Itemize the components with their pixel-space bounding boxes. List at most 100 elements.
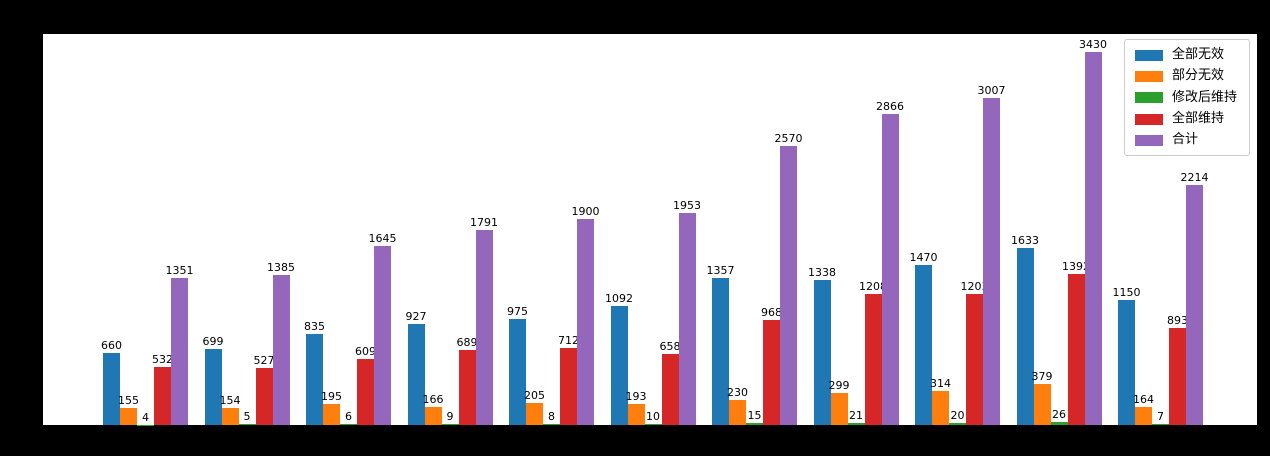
bar-全部无效: 1470 xyxy=(910,252,938,425)
bar-value-label: 21 xyxy=(849,408,863,422)
bar-全部无效: 1357 xyxy=(707,265,735,425)
bar-value-label: 379 xyxy=(1031,369,1053,383)
bar-部分无效: 205 xyxy=(524,390,545,425)
bar-group: 699 154 5 527 1385 xyxy=(203,34,295,425)
bar-value-label: 7 xyxy=(1157,410,1164,424)
bar-value-label: 15 xyxy=(747,409,762,423)
bar-全部维持: 1208 xyxy=(859,281,887,425)
bar-value-label: 1900 xyxy=(571,204,600,218)
bar-group: 1633 379 26 1392 3430 xyxy=(1011,34,1107,425)
bar-value-label: 968 xyxy=(761,305,782,319)
bar-部分无效: 299 xyxy=(829,380,850,425)
bar-group: 1150 164 7 893 2214 xyxy=(1113,34,1209,425)
bar-全部无效: 927 xyxy=(406,311,427,425)
bar-value-label: 689 xyxy=(456,336,478,350)
bar-value-label: 893 xyxy=(1167,314,1188,328)
bar-value-label: 527 xyxy=(253,353,275,367)
bar-全部无效: 975 xyxy=(507,306,528,425)
bar-value-label: 10 xyxy=(646,409,660,423)
legend-swatch-icon xyxy=(1134,49,1163,61)
bar-value-label: 1791 xyxy=(470,216,498,230)
bar-合计: 2214 xyxy=(1181,172,1209,425)
bar-value-label: 20 xyxy=(950,408,965,422)
legend-swatch-icon xyxy=(1134,70,1163,82)
legend-label: 合计 xyxy=(1171,132,1198,148)
legend-item: 全部无效 xyxy=(1134,47,1237,62)
bar-部分无效: 193 xyxy=(626,391,647,425)
legend-label: 全部无效 xyxy=(1171,47,1224,62)
bar-value-label: 195 xyxy=(321,389,342,403)
bar-value-label: 1351 xyxy=(165,264,194,278)
bar-修改后维持: 20 xyxy=(949,410,966,425)
bar-修改后维持: 10 xyxy=(644,411,662,425)
bar-group: 927 166 9 689 1791 xyxy=(406,34,498,425)
bar-group: 975 205 8 712 1900 xyxy=(507,34,600,425)
legend: 全部无效 部分无效 修改后维持 全部维持 合计 xyxy=(1123,39,1250,157)
bar-group: 1092 193 10 658 1953 xyxy=(605,34,701,425)
bar-value-label: 712 xyxy=(558,333,579,347)
bar-value-label: 835 xyxy=(304,320,325,334)
legend-item: 修改后维持 xyxy=(1134,89,1237,105)
bar-value-label: 699 xyxy=(202,335,224,349)
legend-item: 合计 xyxy=(1134,132,1237,148)
bar-合计: 3007 xyxy=(978,85,1006,425)
bar-value-label: 1357 xyxy=(706,263,735,277)
bar-value-label: 1338 xyxy=(808,265,836,279)
bar-value-label: 1150 xyxy=(1112,286,1141,300)
bar-group: 835 195 6 609 1645 xyxy=(304,34,397,425)
bar-value-label: 205 xyxy=(524,388,545,402)
bar-value-label: 1470 xyxy=(909,251,938,265)
bar-value-label: 660 xyxy=(101,339,122,353)
bar-全部维持: 968 xyxy=(761,307,782,425)
bar-全部无效: 1633 xyxy=(1011,235,1039,425)
bar-部分无效: 164 xyxy=(1133,394,1154,425)
bar-合计: 1900 xyxy=(572,206,600,425)
bar-value-label: 609 xyxy=(355,344,376,358)
bar-value-label: 1385 xyxy=(267,260,295,274)
legend-item: 部分无效 xyxy=(1134,68,1237,84)
bar-全部无效: 699 xyxy=(203,336,224,425)
bar-部分无效: 155 xyxy=(118,395,139,425)
bar-value-label: 1203 xyxy=(960,280,989,294)
bar-value-label: 3007 xyxy=(977,84,1006,98)
bar-value-label: 2866 xyxy=(876,99,904,113)
bar-group: 660 155 4 532 1351 xyxy=(101,34,194,425)
bar-value-label: 1645 xyxy=(368,232,397,246)
bar-修改后维持: 21 xyxy=(847,410,865,425)
bar-合计: 3430 xyxy=(1079,39,1107,425)
bar-group: 1338 299 21 1208 2866 xyxy=(808,34,904,425)
bar-修改后维持: 15 xyxy=(746,410,763,425)
bar-value-label: 1092 xyxy=(605,292,633,306)
bar-value-label: 927 xyxy=(405,310,427,324)
bar-修改后维持: 5 xyxy=(238,411,256,425)
bar-合计: 1791 xyxy=(470,217,498,425)
bar-全部维持: 609 xyxy=(355,346,376,425)
legend-label: 全部维持 xyxy=(1171,110,1224,126)
bar-合计: 1645 xyxy=(369,233,397,425)
bar-全部维持: 658 xyxy=(660,341,681,425)
legend-swatch-icon xyxy=(1134,134,1163,146)
bar-合计: 2570 xyxy=(775,133,803,425)
bar-value-label: 154 xyxy=(219,394,241,408)
bar-全部维持: 527 xyxy=(254,355,275,425)
bar-修改后维持: 26 xyxy=(1050,409,1068,425)
bar-修改后维持: 9 xyxy=(441,411,459,425)
bar-部分无效: 166 xyxy=(423,394,444,425)
legend-label: 部分无效 xyxy=(1171,68,1224,84)
bar-value-label: 230 xyxy=(727,386,748,400)
bar-修改后维持: 6 xyxy=(340,411,357,425)
legend-swatch-icon xyxy=(1134,113,1163,125)
bar-value-label: 155 xyxy=(118,394,139,408)
bar-修改后维持: 7 xyxy=(1152,411,1169,425)
bar-group: 1470 314 20 1203 3007 xyxy=(910,34,1006,425)
bar-group: 1357 230 15 968 2570 xyxy=(707,34,803,425)
legend-label: 修改后维持 xyxy=(1171,89,1237,105)
bar-value-label: 8 xyxy=(548,410,555,424)
bar-value-label: 532 xyxy=(152,353,173,367)
bar-全部无效: 1338 xyxy=(808,267,836,425)
bar-value-label: 193 xyxy=(625,390,647,404)
bar-全部维持: 1392 xyxy=(1062,261,1090,425)
bar-value-label: 314 xyxy=(930,376,951,390)
bar-全部无效: 1150 xyxy=(1113,287,1141,425)
